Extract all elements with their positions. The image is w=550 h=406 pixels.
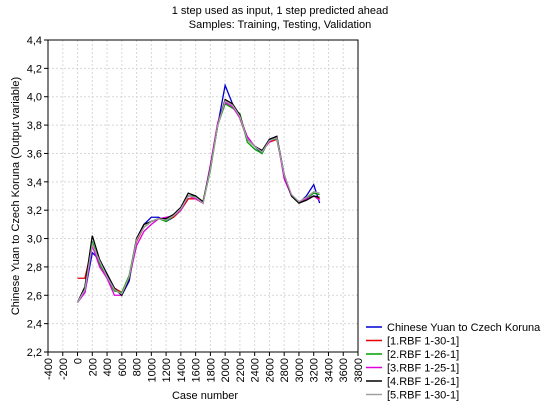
y-tick-label: 4,4 [27, 35, 42, 47]
y-tick-label: 2,4 [27, 319, 42, 331]
legend-label: [4.RBF 1-26-1] [387, 376, 459, 388]
y-tick-label: 2,8 [27, 262, 42, 274]
x-tick-label: 1600 [191, 358, 203, 382]
series-line [77, 101, 320, 303]
y-tick-label: 4,0 [27, 92, 42, 104]
x-tick-label: 2600 [264, 358, 276, 382]
x-tick-label: 1800 [205, 358, 217, 382]
chart-subtitle: Samples: Training, Testing, Validation [189, 19, 371, 31]
x-tick-label: -400 [43, 358, 55, 380]
x-tick-label: 400 [102, 358, 114, 376]
x-tick-label: -200 [58, 358, 70, 380]
y-tick-label: 3,8 [27, 120, 42, 132]
x-tick-label: 1000 [146, 358, 158, 382]
x-tick-label: 3800 [353, 358, 365, 382]
x-axis-label: Case number [172, 390, 238, 402]
y-tick-label: 3,4 [27, 177, 42, 189]
x-tick-label: 200 [87, 358, 99, 376]
x-tick-label: 2200 [235, 358, 247, 382]
series-line [77, 83, 321, 303]
legend-label: [1.RBF 1-30-1] [387, 336, 459, 348]
x-tick-label: 800 [132, 358, 144, 376]
series-line [76, 102, 320, 303]
x-tick-label: 3200 [309, 358, 321, 382]
chart-title: 1 step used as input, 1 step predicted a… [172, 5, 389, 17]
y-tick-label: 2,6 [27, 290, 42, 302]
x-tick-label: 3600 [338, 358, 350, 382]
series-line [76, 100, 320, 303]
plot-frame [47, 39, 359, 353]
legend-label: Chinese Yuan to Czech Koruna [387, 322, 541, 334]
legend-label: [5.RBF 1-30-1] [387, 390, 459, 402]
y-tick-label: 3,6 [27, 148, 42, 160]
x-tick-label: 1400 [176, 358, 188, 382]
x-tick-label: 0 [73, 358, 85, 364]
series-line [77, 98, 320, 294]
y-tick-label: 2,2 [27, 347, 42, 359]
x-tick-label: 3400 [323, 358, 335, 382]
x-tick-label: 3000 [294, 358, 306, 382]
y-tick-label: 3,2 [27, 205, 42, 217]
legend-label: [2.RBF 1-26-1] [387, 349, 459, 361]
y-axis-label: Chinese Yuan to Czech Koruna (Output var… [10, 77, 22, 315]
x-tick-label: 2800 [279, 358, 291, 382]
y-tick-label: 3,0 [27, 234, 42, 246]
x-tick-label: 600 [117, 358, 129, 376]
x-tick-label: 2400 [250, 358, 262, 382]
legend-label: [3.RBF 1-25-1] [387, 363, 459, 375]
x-tick-label: 2000 [220, 358, 232, 382]
x-tick-label: 1200 [161, 358, 173, 382]
y-tick-label: 4,2 [27, 63, 42, 75]
